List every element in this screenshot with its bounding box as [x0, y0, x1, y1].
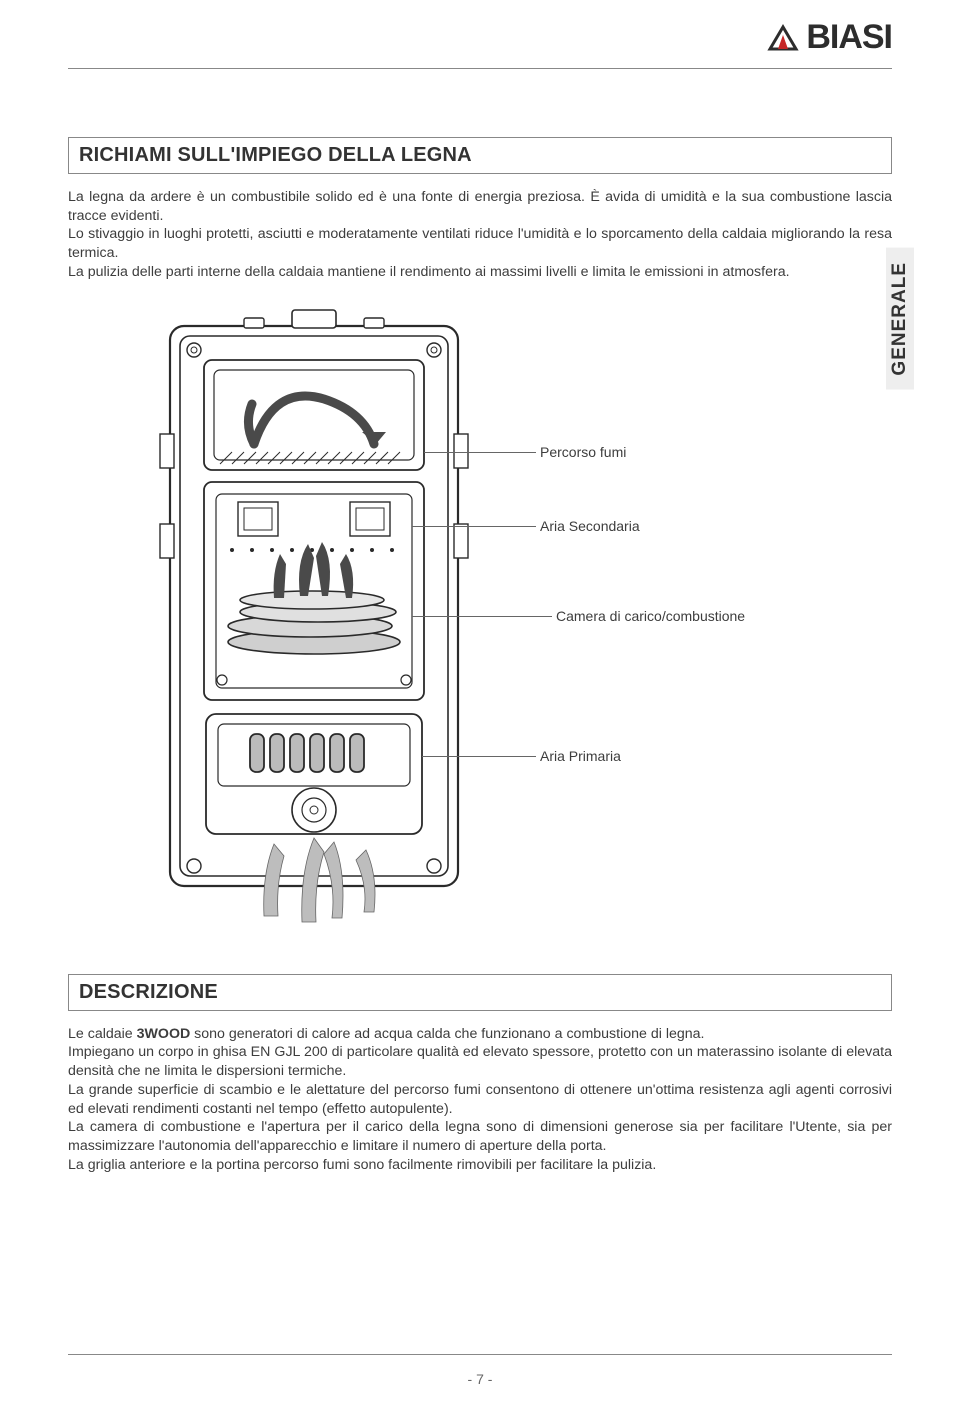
section2-p1a: Le caldaie	[68, 1026, 137, 1042]
boiler-technical-drawing	[124, 304, 504, 924]
section1-p2: Lo stivaggio in luoghi protetti, asciutt…	[68, 225, 892, 262]
section2-p4: La camera di combustione e l'apertura pe…	[68, 1118, 892, 1155]
flame-icon	[766, 23, 800, 53]
page-number: - 7 -	[0, 1371, 960, 1387]
section2-p1: Le caldaie 3WOOD sono generatori di calo…	[68, 1025, 892, 1044]
footer-divider	[68, 1354, 892, 1355]
section2-p2: Impiegano un corpo in ghisa EN GJL 200 d…	[68, 1043, 892, 1080]
section1-title: RICHIAMI SULL'IMPIEGO DELLA LEGNA	[79, 144, 881, 167]
callout-fumi: Percorso fumi	[540, 444, 626, 460]
callout-aria-secondaria: Aria Secondaria	[540, 518, 640, 534]
boiler-diagram: Percorso fumi Aria Secondaria Camera di …	[124, 304, 892, 924]
section1-p3: La pulizia delle parti interne della cal…	[68, 263, 892, 282]
section2-p3: La grande superficie di scambio e le ale…	[68, 1081, 892, 1118]
brand-logo: BIASI	[766, 18, 892, 57]
brand-name: BIASI	[806, 18, 892, 57]
callout-camera: Camera di carico/combustione	[556, 608, 745, 624]
section2-p5: La griglia anteriore e la portina percor…	[68, 1156, 892, 1175]
section1-p1: La legna da ardere è un combustibile sol…	[68, 188, 892, 225]
section2-p1b: 3WOOD	[137, 1026, 191, 1042]
section2-title-box: DESCRIZIONE	[68, 974, 892, 1011]
section2-p1c: sono generatori di calore ad acqua calda…	[190, 1026, 704, 1042]
callout-aria-primaria: Aria Primaria	[540, 748, 621, 764]
section1-title-box: RICHIAMI SULL'IMPIEGO DELLA LEGNA	[68, 137, 892, 174]
header-divider	[68, 68, 892, 69]
section2-title: DESCRIZIONE	[79, 981, 881, 1004]
